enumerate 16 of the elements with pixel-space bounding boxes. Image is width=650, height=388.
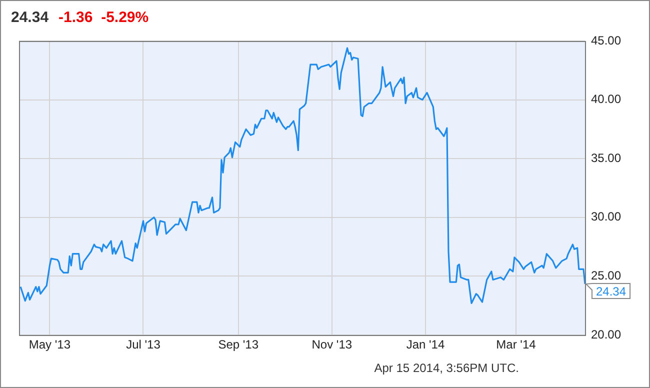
annotation: 24.34 [596, 284, 626, 298]
text: Apr 15 2014, 3:56PM UTC. [374, 361, 519, 375]
x-tick-label: May '13 [28, 338, 71, 352]
x-tick-label: Nov '13 [312, 338, 352, 352]
chart-subtitle: -1.36 -5.29% [58, 9, 149, 26]
x-tick-label: Mar '14 [496, 338, 536, 352]
x-tick-label: Jan '14 [406, 338, 445, 352]
y-tick-label: 25.00 [591, 268, 622, 283]
y-tick-label: 40.00 [591, 92, 622, 106]
y-tick-label: 45.00 [591, 33, 622, 48]
chart-title: 24.34 [11, 9, 49, 26]
x-tick-label: Sep '13 [218, 338, 259, 352]
y-tick-label: 20.00 [591, 327, 622, 342]
y-tick-label: 30.00 [591, 210, 622, 224]
x-tick-label: Jul '13 [126, 338, 161, 352]
y-tick-label: 35.00 [591, 150, 622, 165]
